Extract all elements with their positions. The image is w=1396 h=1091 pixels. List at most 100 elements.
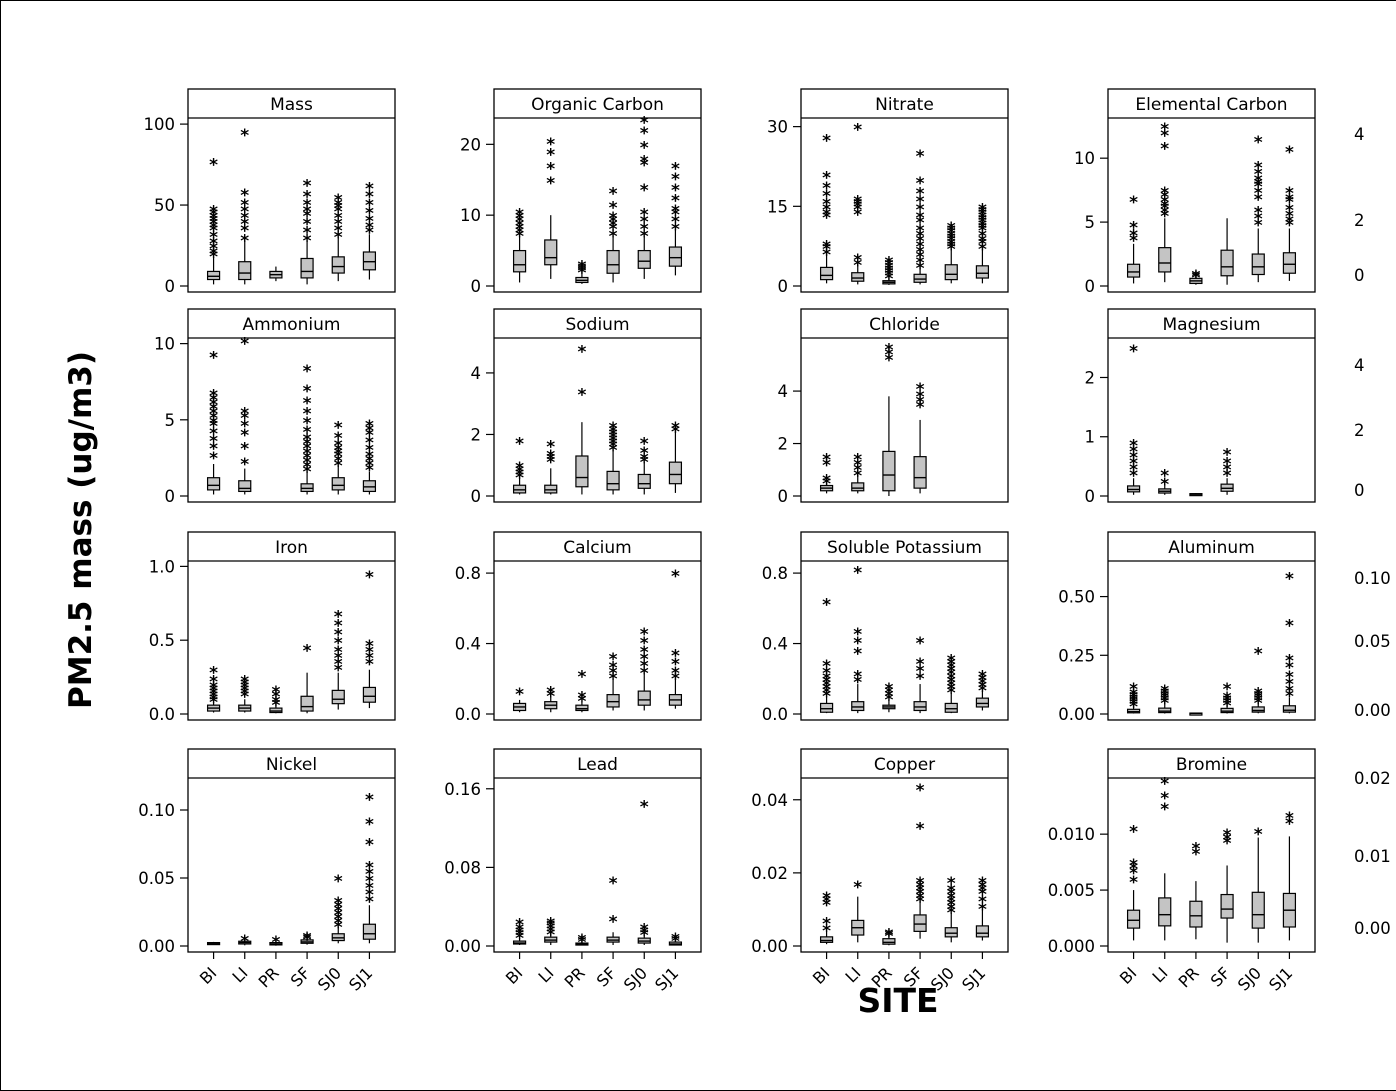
panel-bromine: Bromine0.0000.0050.010BI*****LI***PR**SF… bbox=[1048, 748, 1316, 995]
box-pr: ******* bbox=[882, 253, 896, 289]
outlier-point: * bbox=[1254, 689, 1263, 709]
y-tick-label: 0.0 bbox=[762, 705, 788, 724]
y-tick-label: 50 bbox=[154, 196, 175, 215]
box-sf: **** bbox=[1220, 446, 1234, 495]
outlier-point: * bbox=[884, 340, 893, 360]
box-sj0: ******** bbox=[331, 608, 345, 710]
x-tick-label: BI bbox=[502, 963, 527, 988]
outlier-point: * bbox=[822, 687, 831, 707]
outlier-point: * bbox=[577, 264, 586, 284]
outlier-point: * bbox=[978, 203, 987, 223]
outlier-point: * bbox=[884, 253, 893, 273]
outlier-point: * bbox=[853, 192, 862, 212]
y-tick-label: 10 bbox=[154, 335, 175, 354]
x-tick-label: SJ0 bbox=[620, 963, 651, 994]
box-iqr bbox=[637, 249, 651, 269]
outlier-point: * bbox=[1254, 210, 1263, 230]
outlier-point: * bbox=[1129, 342, 1138, 362]
y-tick-label: 10 bbox=[1074, 149, 1095, 168]
cutoff-tick-label: 0.02 bbox=[1354, 769, 1391, 788]
outlier-point: * bbox=[822, 896, 831, 916]
outlier-point: * bbox=[209, 348, 218, 368]
panel-title: Organic Carbon bbox=[531, 95, 664, 115]
outlier-point: * bbox=[1285, 191, 1294, 211]
outlier-point: * bbox=[609, 419, 618, 439]
outlier-point: * bbox=[1254, 191, 1263, 211]
box-iqr bbox=[819, 266, 834, 281]
outlier-point: * bbox=[334, 918, 343, 938]
box-bi: ******* bbox=[512, 206, 527, 283]
panel-title: Ammonium bbox=[243, 315, 341, 335]
box-sj1: ** bbox=[668, 419, 683, 493]
outlier-point: * bbox=[334, 447, 343, 467]
outlier-point: * bbox=[853, 198, 862, 218]
outlier-point: * bbox=[1129, 437, 1138, 457]
y-tick-label: 0.16 bbox=[444, 780, 481, 799]
outlier-point: * bbox=[209, 414, 218, 434]
outlier-point: * bbox=[1129, 460, 1138, 480]
box-pr: ** bbox=[1189, 839, 1203, 940]
box-iqr bbox=[269, 707, 283, 714]
outlier-point: * bbox=[1254, 645, 1263, 665]
box-pr: **** bbox=[575, 257, 589, 284]
box-sj1: ******** bbox=[1282, 143, 1297, 281]
outlier-point: * bbox=[303, 223, 312, 243]
outlier-point: * bbox=[1285, 687, 1294, 707]
outlier-point: * bbox=[334, 910, 343, 930]
outlier-point: * bbox=[822, 474, 831, 494]
y-tick-label: 0.8 bbox=[455, 564, 481, 583]
outlier-point: * bbox=[822, 168, 831, 188]
outlier-point: * bbox=[916, 208, 925, 228]
outlier-point: * bbox=[640, 114, 649, 134]
y-tick-label: 4 bbox=[471, 364, 482, 383]
partial-column: 4 2 0 4 2 0 0.10 0.05 0.00 0.02 0.01 0.00 bbox=[1354, 125, 1391, 938]
box-iqr bbox=[1126, 909, 1141, 929]
outlier-point: * bbox=[209, 673, 218, 693]
box-pr: ** bbox=[1189, 267, 1203, 288]
y-tick-label: 0.8 bbox=[762, 564, 788, 583]
outlier-point: * bbox=[303, 642, 312, 662]
outlier-point: * bbox=[822, 187, 831, 207]
outlier-point: * bbox=[365, 421, 374, 441]
outlier-point: * bbox=[515, 923, 524, 943]
outlier-point: * bbox=[1160, 800, 1169, 820]
outlier-point: * bbox=[822, 238, 831, 258]
box-sj0: ****** bbox=[1251, 645, 1265, 714]
panel-title: Copper bbox=[874, 755, 935, 775]
box-iqr bbox=[668, 246, 683, 267]
y-tick-label: 0.0 bbox=[149, 705, 175, 724]
outlier-point: * bbox=[822, 208, 831, 228]
box-iqr bbox=[300, 257, 314, 279]
x-tick-label: SJ1 bbox=[345, 963, 376, 994]
outlier-point: * bbox=[515, 468, 524, 488]
outlier-point: * bbox=[978, 235, 987, 255]
outlier-point: * bbox=[365, 649, 374, 669]
outlier-point: * bbox=[334, 872, 343, 892]
outlier-point: * bbox=[1285, 668, 1294, 688]
box-bi: ************* bbox=[206, 155, 221, 285]
outlier-point: * bbox=[271, 693, 280, 713]
outlier-point: * bbox=[609, 441, 618, 461]
outlier-point: * bbox=[209, 240, 218, 260]
outlier-point: * bbox=[1254, 694, 1263, 714]
outlier-point: * bbox=[515, 685, 524, 705]
outlier-point: * bbox=[1160, 694, 1169, 714]
box-iqr bbox=[1282, 705, 1297, 713]
outlier-point: * bbox=[947, 882, 956, 902]
outlier-point: * bbox=[947, 655, 956, 675]
outlier-point: * bbox=[546, 683, 555, 703]
box-sf: ******** bbox=[300, 176, 314, 285]
box-iqr bbox=[1220, 249, 1234, 277]
outlier-point: * bbox=[1129, 193, 1138, 213]
outlier-point: * bbox=[640, 181, 649, 201]
outlier-point: * bbox=[853, 451, 862, 471]
outlier-point: * bbox=[884, 925, 893, 945]
outlier-point: * bbox=[209, 687, 218, 707]
outlier-point: * bbox=[577, 689, 586, 709]
box-sf: **** bbox=[606, 650, 620, 711]
box-iqr bbox=[331, 689, 345, 705]
outlier-point: * bbox=[1285, 659, 1294, 679]
cutoff-tick-label: 0.05 bbox=[1354, 632, 1391, 651]
